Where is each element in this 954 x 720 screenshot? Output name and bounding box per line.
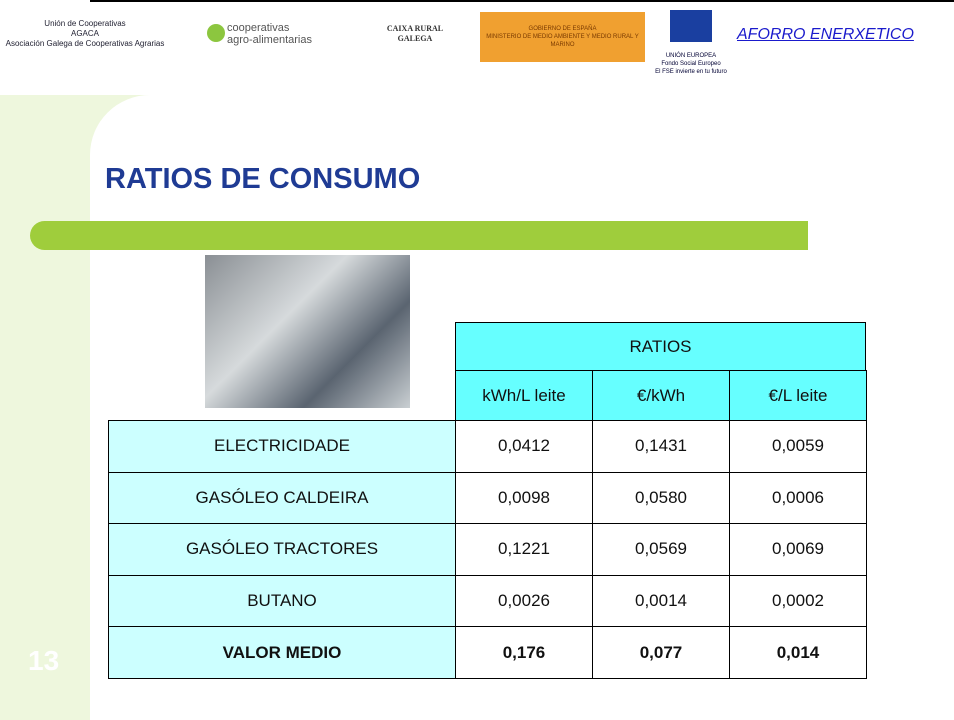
column-header: €/kWh — [592, 370, 730, 421]
table-cell: 0,0580 — [592, 472, 730, 525]
table-cell: 0,0006 — [729, 472, 867, 525]
logo-text: agro-alimentarias — [227, 34, 312, 46]
slide: Unión de CooperativasAGACAAsociación Gal… — [0, 0, 954, 720]
table-cell: 0,0412 — [455, 420, 593, 473]
logo-text: Unión de Cooperativas — [44, 19, 125, 29]
table-cell: 0,1221 — [455, 523, 593, 576]
logo-text: CAIXA RURAL — [387, 24, 443, 34]
table-cell: 0,0069 — [729, 523, 867, 576]
row-label: BUTANO — [108, 575, 456, 628]
slide-title: RATIOS DE CONSUMO — [105, 163, 420, 196]
eu-flag — [670, 10, 712, 42]
corner — [90, 95, 210, 215]
logo-text: GALEGA — [398, 34, 433, 44]
logo-text: UNIÓN EUROPEA — [666, 52, 716, 60]
column-header: €/L leite — [729, 370, 867, 421]
table-cell: 0,077 — [592, 626, 730, 679]
logo-text: Fondo Social Europeo — [661, 60, 720, 68]
table-cell: 0,0569 — [592, 523, 730, 576]
logo-text: cooperativas — [227, 22, 289, 34]
table-cell: 0,0014 — [592, 575, 730, 628]
table-cell: 0,0002 — [729, 575, 867, 628]
table-cell: 0,0026 — [455, 575, 593, 628]
title-bar — [30, 221, 808, 250]
frame-top — [90, 0, 954, 2]
logo-text: Asociación Galega de Cooperativas Agrari… — [6, 39, 165, 49]
photo — [205, 255, 410, 408]
row-label: GASÓLEO CALDEIRA — [108, 472, 456, 525]
side-panel — [0, 95, 90, 720]
group-header: RATIOS — [455, 322, 866, 371]
logo-text: El FSE invierte en tu futuro — [655, 68, 727, 76]
logo-text: GOBIERNO DE ESPAÑA — [529, 25, 597, 33]
table-cell: 0,0059 — [729, 420, 867, 473]
logo-text: AGACA — [71, 29, 99, 39]
table-cell: 0,176 — [455, 626, 593, 679]
table-cell: 0,0098 — [455, 472, 593, 525]
table-cell: 0,1431 — [592, 420, 730, 473]
row-label: VALOR MEDIO — [108, 626, 456, 679]
column-header: kWh/L leite — [455, 370, 593, 421]
row-label: ELECTRICIDADE — [108, 420, 456, 473]
row-label: GASÓLEO TRACTORES — [108, 523, 456, 576]
table-cell: 0,014 — [729, 626, 867, 679]
logo-dot — [207, 24, 225, 42]
slide-number: 13 — [28, 645, 59, 677]
header-link[interactable]: AFORRO ENERXETICO — [737, 26, 914, 44]
logo-text: MINISTERIO DE MEDIO AMBIENTE Y MEDIO RUR… — [480, 33, 645, 49]
